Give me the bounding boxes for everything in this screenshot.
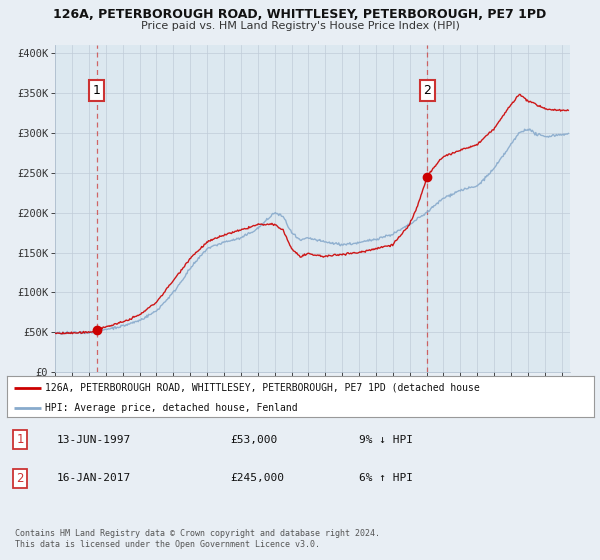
Text: 2: 2 [16, 472, 24, 485]
Text: 9% ↓ HPI: 9% ↓ HPI [359, 435, 413, 445]
Text: 2: 2 [423, 84, 431, 97]
Text: HPI: Average price, detached house, Fenland: HPI: Average price, detached house, Fenl… [46, 403, 298, 413]
Text: £53,000: £53,000 [230, 435, 277, 445]
Text: 126A, PETERBOROUGH ROAD, WHITTLESEY, PETERBOROUGH, PE7 1PD (detached house: 126A, PETERBOROUGH ROAD, WHITTLESEY, PET… [46, 382, 480, 393]
Text: 6% ↑ HPI: 6% ↑ HPI [359, 473, 413, 483]
Text: 1: 1 [92, 84, 100, 97]
Text: 126A, PETERBOROUGH ROAD, WHITTLESEY, PETERBOROUGH, PE7 1PD: 126A, PETERBOROUGH ROAD, WHITTLESEY, PET… [53, 8, 547, 21]
Text: 16-JAN-2017: 16-JAN-2017 [57, 473, 131, 483]
Text: 1: 1 [16, 433, 24, 446]
Text: £245,000: £245,000 [230, 473, 284, 483]
Text: 13-JUN-1997: 13-JUN-1997 [57, 435, 131, 445]
Text: Price paid vs. HM Land Registry's House Price Index (HPI): Price paid vs. HM Land Registry's House … [140, 21, 460, 31]
Text: Contains HM Land Registry data © Crown copyright and database right 2024.
This d: Contains HM Land Registry data © Crown c… [15, 529, 380, 549]
